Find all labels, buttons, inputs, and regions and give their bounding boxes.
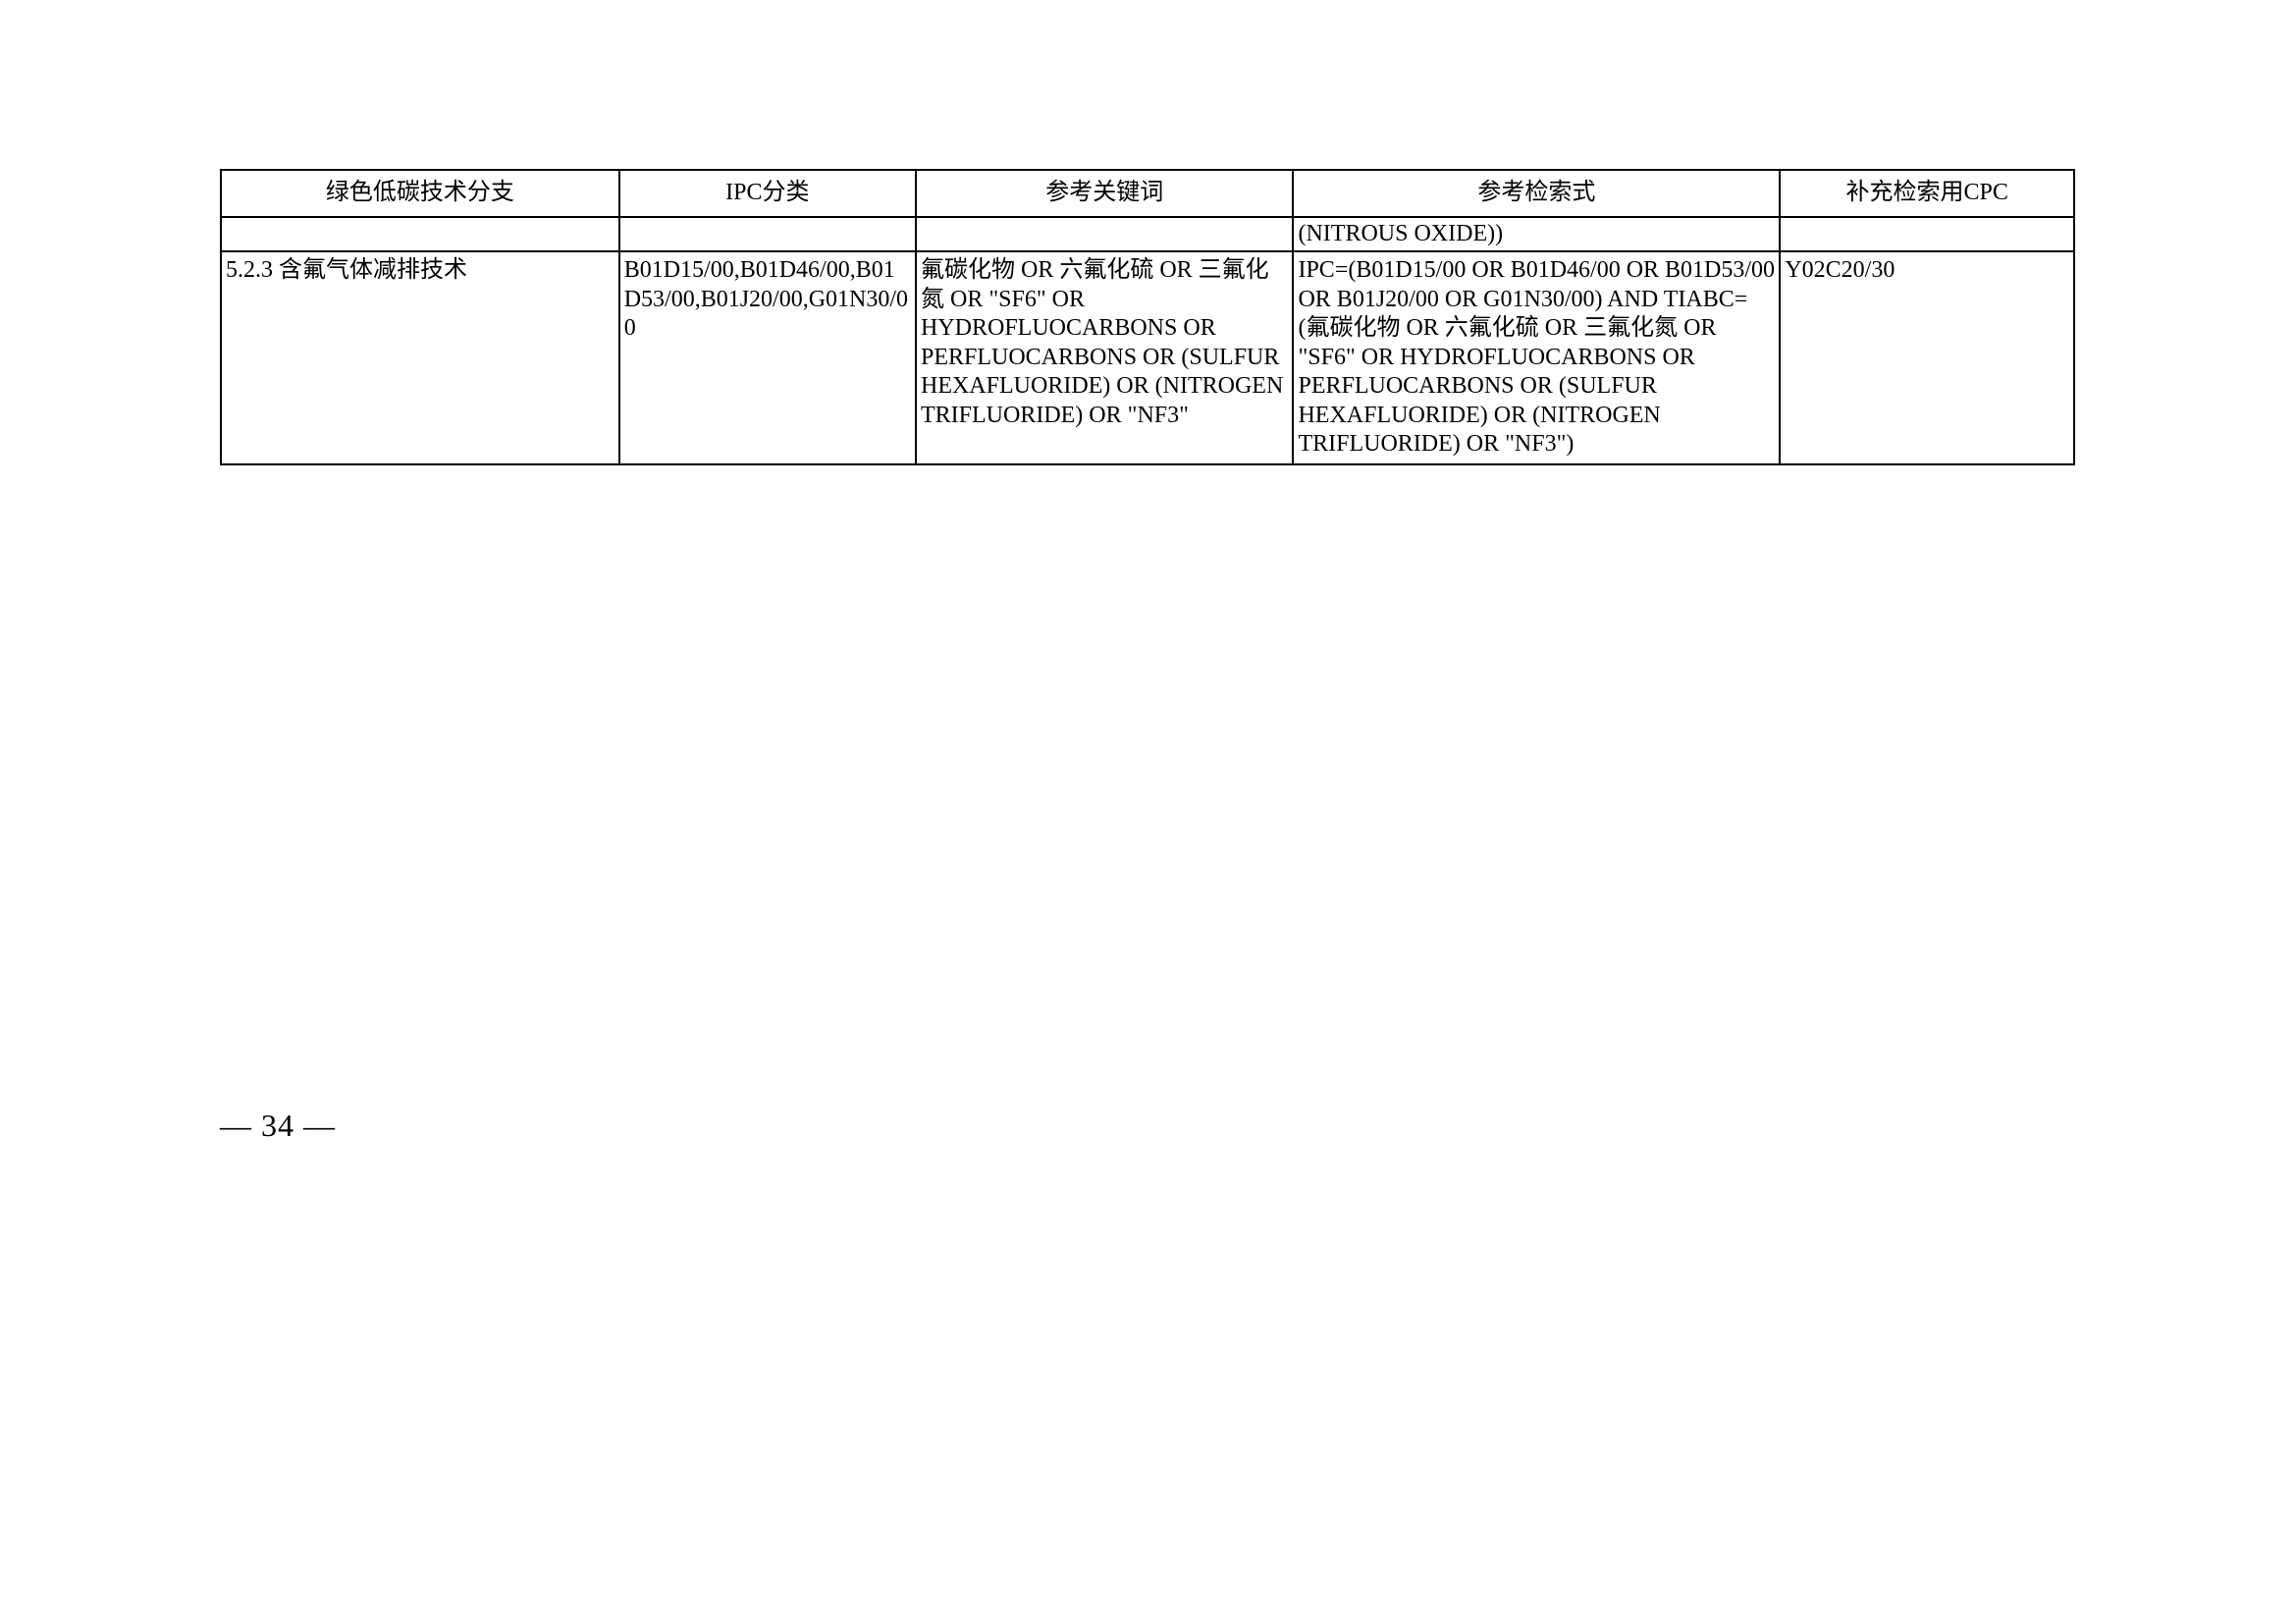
- header-keywords: 参考关键词: [916, 170, 1293, 217]
- cell-ipc: B01D15/00,B01D46/00,B01D53/00,B01J20/00,…: [619, 251, 916, 464]
- header-search: 参考检索式: [1293, 170, 1780, 217]
- data-table: 绿色低碳技术分支 IPC分类 参考关键词 参考检索式 补充检索用CPC (NIT…: [220, 169, 2075, 465]
- cell-ipc-prev: [619, 217, 916, 252]
- table-row: (NITROUS OXIDE)): [221, 217, 2074, 252]
- cell-branch-prev: [221, 217, 619, 252]
- cell-keywords-prev: [916, 217, 1293, 252]
- cell-keywords: 氟碳化物 OR 六氟化硫 OR 三氟化氮 OR "SF6" OR HYDROFL…: [916, 251, 1293, 464]
- cell-cpc: Y02C20/30: [1780, 251, 2074, 464]
- table-header-row: 绿色低碳技术分支 IPC分类 参考关键词 参考检索式 补充检索用CPC: [221, 170, 2074, 217]
- table-row: 5.2.3 含氟气体减排技术 B01D15/00,B01D46/00,B01D5…: [221, 251, 2074, 464]
- cell-search: IPC=(B01D15/00 OR B01D46/00 OR B01D53/00…: [1293, 251, 1780, 464]
- page-number: — 34 —: [220, 1108, 336, 1144]
- page: 绿色低碳技术分支 IPC分类 参考关键词 参考检索式 补充检索用CPC (NIT…: [0, 0, 2296, 1624]
- table-container: 绿色低碳技术分支 IPC分类 参考关键词 参考检索式 补充检索用CPC (NIT…: [220, 169, 2075, 465]
- header-ipc: IPC分类: [619, 170, 916, 217]
- cell-cpc-prev: [1780, 217, 2074, 252]
- cell-search-prev: (NITROUS OXIDE)): [1293, 217, 1780, 252]
- cell-branch: 5.2.3 含氟气体减排技术: [221, 251, 619, 464]
- header-branch: 绿色低碳技术分支: [221, 170, 619, 217]
- header-cpc: 补充检索用CPC: [1780, 170, 2074, 217]
